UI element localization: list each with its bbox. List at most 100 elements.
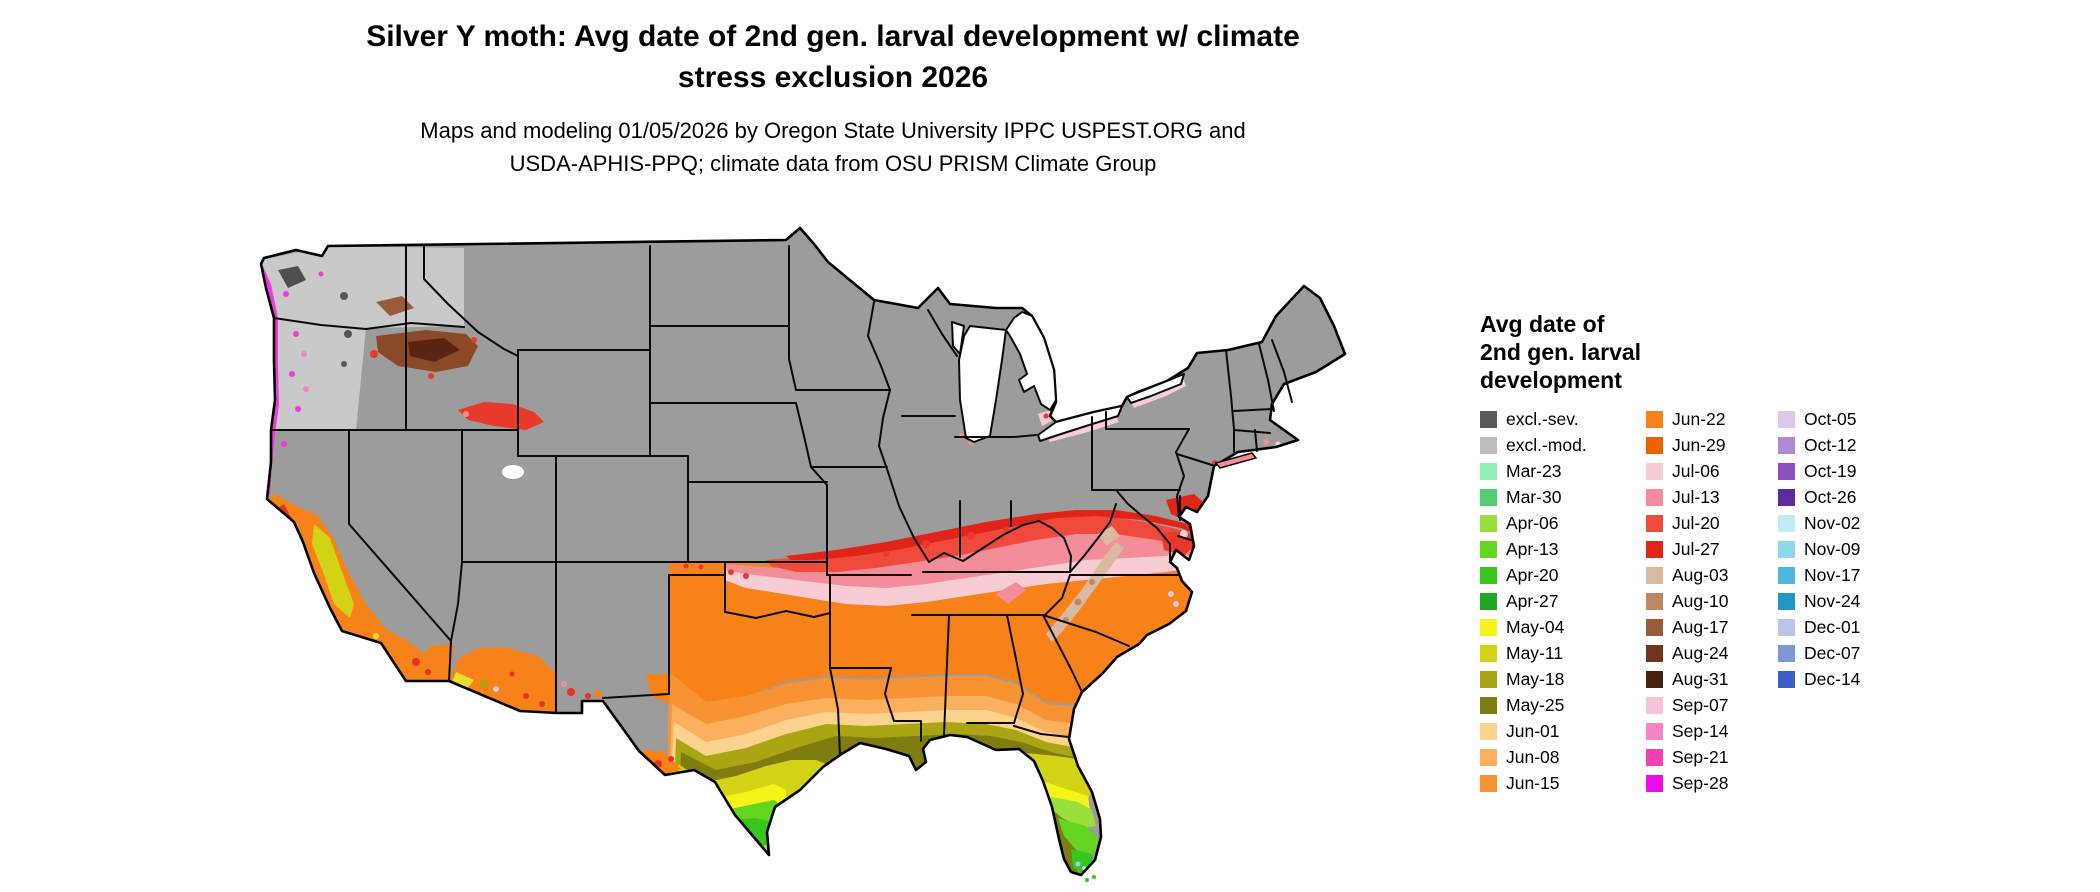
legend-swatch [1646, 644, 1663, 662]
legend-row: Nov-09 [1778, 536, 1860, 562]
speckle-puget-magenta [318, 271, 324, 277]
region-pink-plateau [996, 582, 1026, 604]
legend-row: Sep-07 [1646, 692, 1778, 718]
legend-swatch [1778, 462, 1795, 480]
legend-swatch [1646, 436, 1663, 454]
speckle-az-red-1 [523, 693, 529, 699]
page-title-line1: Silver Y moth: Avg date of 2nd gen. larv… [366, 20, 1300, 53]
legend-swatch [1480, 488, 1497, 506]
legend-label: Aug-03 [1672, 564, 1729, 585]
legend-row: Dec-01 [1778, 614, 1860, 640]
legend-row: Jul-20 [1646, 510, 1778, 536]
legend-row: Dec-14 [1778, 666, 1860, 692]
map-raster-colors [261, 228, 1345, 875]
legend-swatch [1480, 540, 1497, 558]
legend-label: May-25 [1506, 694, 1565, 715]
legend-label: Nov-17 [1804, 564, 1861, 585]
legend-column-3: Oct-05 Oct-12 Oct-19 Oct-26 Nov-02 Nov-09 Nov-… [1778, 406, 1860, 692]
speckle-az-olive [480, 680, 488, 688]
legend-row: Jun-15 [1480, 770, 1646, 796]
legend-row: Mar-23 [1480, 458, 1646, 484]
legend-row: Aug-10 [1646, 588, 1778, 614]
legend-swatch [1646, 514, 1663, 532]
legend-swatch [1646, 566, 1663, 584]
speckle-or-red-1 [370, 350, 378, 358]
legend-label: Sep-14 [1672, 720, 1729, 741]
legend-swatch [1480, 566, 1497, 584]
legend-swatch [1480, 722, 1497, 740]
speckle-magenta-1 [283, 291, 289, 297]
great-lakes [951, 311, 1185, 443]
legend-swatch [1646, 410, 1663, 428]
legend-label: Aug-17 [1672, 616, 1729, 637]
legend-swatch [1480, 436, 1497, 454]
legend-swatch [1778, 540, 1795, 558]
speckle-cascade-dark-3 [341, 361, 347, 367]
legend-swatch [1646, 592, 1663, 610]
legend-label: excl.-sev. [1506, 408, 1579, 429]
legend-swatch [1480, 462, 1497, 480]
legend-row: Jul-06 [1646, 458, 1778, 484]
legend-swatch [1480, 618, 1497, 636]
legend-row: Jul-27 [1646, 536, 1778, 562]
legend-label: Oct-26 [1804, 486, 1857, 507]
region-pacific-nw-pale [261, 246, 464, 430]
speckle-ca-red-2 [425, 669, 431, 675]
legend-row: Aug-24 [1646, 640, 1778, 666]
speckle-newengland-1 [1263, 439, 1269, 445]
legend-label: Jun-01 [1506, 720, 1560, 741]
legend-row: Jul-13 [1646, 484, 1778, 510]
legend-label: Jul-27 [1672, 538, 1720, 559]
legend-row: May-25 [1480, 692, 1646, 718]
speckle-nm-red-1 [567, 688, 575, 696]
legend-row: Apr-13 [1480, 536, 1646, 562]
speckle-or-red-3 [471, 337, 477, 343]
speckle-pink-willamette-2 [303, 386, 309, 392]
region-tx-bright-yellow [681, 782, 786, 875]
speckle-az-red-2 [539, 701, 545, 707]
legend-label: Oct-19 [1804, 460, 1857, 481]
legend-row: excl.-mod. [1480, 432, 1646, 458]
region-delmarva-pale [1180, 530, 1188, 538]
legend-swatch [1778, 566, 1795, 584]
legend-swatch [1646, 722, 1663, 740]
legend-swatch [1480, 774, 1497, 792]
legend-swatch [1778, 618, 1795, 636]
legend-label: May-18 [1506, 668, 1565, 689]
legend-label: May-04 [1506, 616, 1565, 637]
legend-row: May-18 [1480, 666, 1646, 692]
legend-row: Jun-22 [1646, 406, 1778, 432]
region-jul20-band [766, 516, 1198, 572]
speckle-red-2 [967, 532, 975, 540]
speckle-red-6 [743, 573, 749, 579]
legend-row: Mar-30 [1480, 484, 1646, 510]
legend-label: Oct-12 [1804, 434, 1857, 455]
legend-label: Sep-28 [1672, 772, 1729, 793]
legend-swatch [1480, 748, 1497, 766]
legend-swatch [1480, 670, 1497, 688]
legend-label: Jun-08 [1506, 746, 1560, 767]
speckle-nm-red-2 [585, 693, 591, 699]
legend: Avg date of 2nd gen. larval development … [1480, 310, 1860, 796]
legend-label: Jun-29 [1672, 434, 1726, 455]
speckle-brown-2 [1089, 579, 1095, 585]
speckle-red-7 [683, 563, 689, 569]
legend-label: Jul-13 [1672, 486, 1720, 507]
legend-row: Aug-31 [1646, 666, 1778, 692]
map-subtitle: Maps and modeling 01/05/2026 by Oregon S… [0, 114, 1666, 180]
legend-title: Avg date of 2nd gen. larval development [1480, 310, 1860, 394]
speckle-red-8 [698, 564, 704, 570]
legend-swatch [1778, 514, 1795, 532]
speckle-ca-yellow [373, 633, 379, 639]
legend-swatch [1480, 644, 1497, 662]
subtitle-line2: USDA-APHIS-PPQ; climate data from OSU PR… [509, 151, 1157, 176]
legend-row: Apr-20 [1480, 562, 1646, 588]
legend-label: Aug-24 [1672, 642, 1729, 663]
speckle-az-red-3 [509, 671, 515, 677]
legend-row: Oct-19 [1778, 458, 1860, 484]
region-davis-mtns-gray [648, 736, 664, 752]
legend-label: Sep-07 [1672, 694, 1729, 715]
region-fl-speck1 [1075, 861, 1081, 867]
legend-row: May-04 [1480, 614, 1646, 640]
